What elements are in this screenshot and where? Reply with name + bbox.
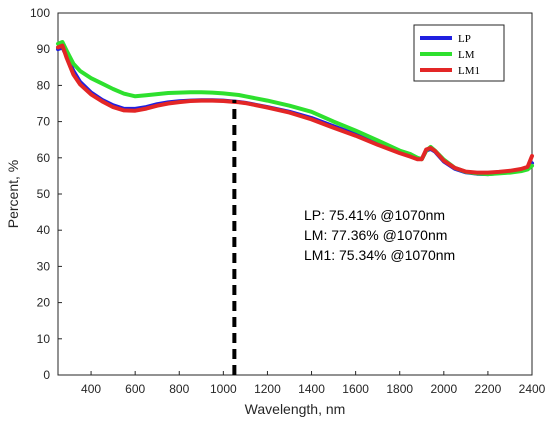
annotation-lm: LM: 77.36% @1070nm [304,227,447,243]
y-tick-label: 50 [37,187,51,201]
x-tick-label: 1400 [298,382,325,396]
legend: LP LM LM1 [413,24,505,82]
y-axis-label: Percent, % [5,160,21,228]
annotation-lm1: LM1: 75.34% @1070nm [304,247,455,263]
x-tick-label: 600 [125,382,145,396]
y-tick-label: 40 [37,223,51,237]
y-tick-label: 90 [37,42,51,56]
x-tick-label: 400 [81,382,101,396]
x-tick-label: 800 [169,382,189,396]
y-axis-ticks: 0 10 20 30 40 50 60 70 80 90 100 [30,6,62,382]
legend-label-lp: LP [458,33,471,45]
y-tick-label: 60 [37,151,51,165]
x-tick-label: 1200 [254,382,281,396]
series-layer [56,40,534,177]
y-tick-label: 70 [37,115,51,129]
x-tick-label: 2200 [475,382,502,396]
annotation-block: LP: 75.41% @1070nm LM: 77.36% @1070nm LM… [304,207,455,263]
y-tick-label: 80 [37,78,51,92]
y-tick-label: 30 [37,259,51,273]
y-tick-label: 0 [43,368,50,382]
legend-label-lm: LM [458,49,475,61]
x-axis-label: Wavelength, nm [245,401,346,417]
annotation-lp: LP: 75.41% @1070nm [304,207,445,223]
y-tick-label: 10 [37,332,51,346]
legend-label-lm1: LM1 [458,65,480,77]
y-tick-label: 20 [37,296,51,310]
x-tick-label: 2400 [519,382,546,396]
x-tick-label: 2000 [430,382,457,396]
x-tick-label: 1600 [342,382,369,396]
x-tick-label: 1000 [210,382,237,396]
x-axis-ticks: 400 600 800 1000 1200 1400 1600 1800 2000 2200 240… [81,371,546,396]
series-line-lm1 [56,43,534,175]
x-tick-label: 1800 [386,382,413,396]
y-tick-label: 100 [30,6,50,20]
